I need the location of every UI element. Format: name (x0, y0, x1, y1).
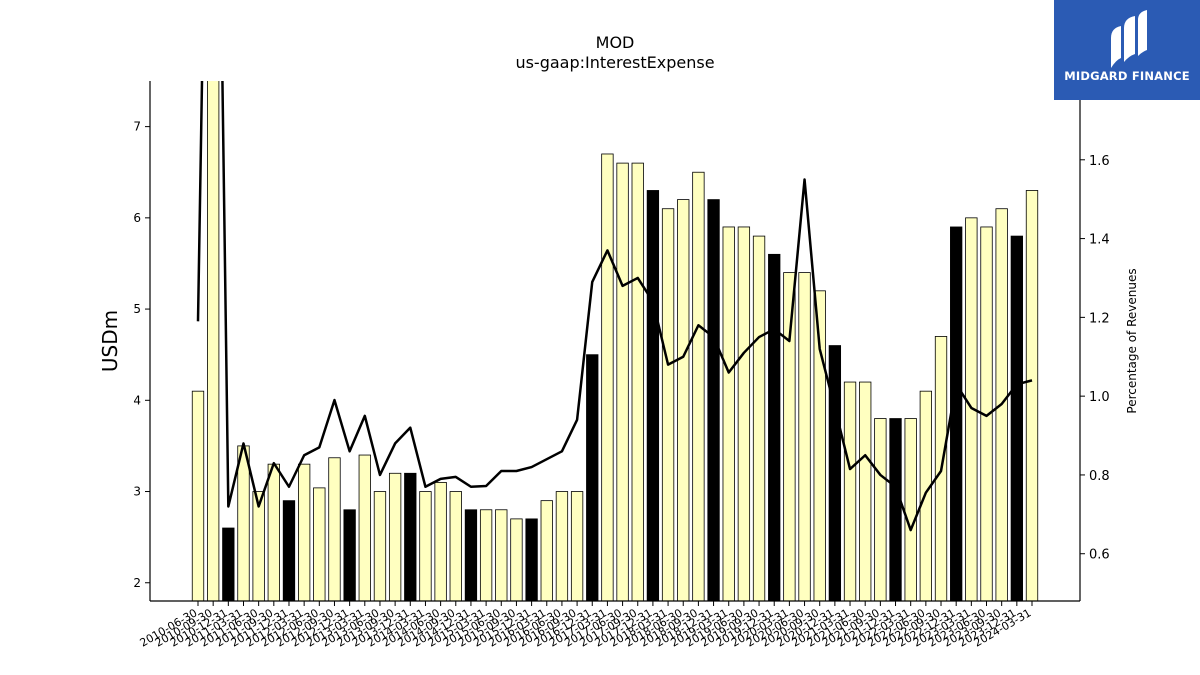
bar-2016-09-30 (570, 491, 584, 601)
y2-tick-label: 1.6 (1089, 154, 1110, 169)
logo-text: MIDGARD FINANCE (1064, 69, 1190, 83)
y2-tick-label: 1.2 (1089, 311, 1110, 326)
bar-2011-09-30 (267, 463, 280, 601)
bar-2020-06-30 (798, 272, 811, 601)
y-tick-label: 3 (133, 485, 141, 499)
bar-2018-03-31 (661, 208, 675, 601)
bar-2020-12-31 (828, 345, 842, 601)
y-tick-label: 2 (133, 576, 141, 590)
y2-tick-label: 0.8 (1089, 469, 1110, 484)
bar-2016-12-31 (586, 354, 599, 601)
bar-2018-06-30 (677, 199, 690, 601)
bar-2012-12-31 (343, 509, 356, 601)
bar-2016-03-31 (540, 500, 553, 601)
bar-2012-06-30 (313, 487, 326, 601)
y2-axis-label: Percentage of Revenues (1125, 268, 1139, 413)
bar-2011-06-30 (252, 491, 265, 601)
bar-2013-03-31 (358, 454, 371, 601)
y-tick-label: 7 (133, 120, 141, 134)
percentage-line (196, 81, 1033, 532)
bar-2017-03-31 (601, 153, 614, 601)
bar-2014-12-31 (464, 509, 478, 601)
bar-2017-12-31 (646, 190, 660, 601)
line-series (196, 81, 1033, 532)
bar-2014-06-30 (434, 481, 447, 601)
y2-tick-label: 1.4 (1089, 233, 1110, 248)
chart-subtitle: us-gaap:InterestExpense (515, 53, 714, 72)
bar-2021-12-31 (889, 418, 902, 601)
bar-2020-09-30 (813, 290, 826, 601)
bar-2013-09-30 (388, 472, 402, 601)
bar-2022-03-31 (904, 418, 917, 601)
bar-2012-09-30 (328, 457, 341, 601)
bar-2010-09-30 (207, 81, 220, 601)
bar-2019-09-30 (752, 235, 766, 601)
bar-2018-09-30 (692, 171, 705, 601)
bar-2019-12-31 (768, 253, 781, 601)
bar-2015-06-30 (495, 509, 508, 601)
bar-2011-03-31 (237, 445, 250, 601)
y-tick-label: 4 (133, 393, 141, 407)
bar-2017-06-30 (616, 162, 629, 601)
bar-2020-03-31 (783, 272, 796, 601)
y2-tick-label: 1.0 (1089, 390, 1110, 405)
bar-2021-06-30 (859, 381, 872, 601)
bar-2010-12-31 (222, 527, 235, 601)
bar-2017-09-30 (631, 162, 644, 601)
bar-2019-03-31 (722, 226, 735, 601)
bar-2011-12-31 (282, 500, 296, 601)
y-axis-label: USDm (98, 310, 122, 372)
bar-2014-09-30 (449, 491, 462, 601)
chart-title: MOD (596, 33, 635, 52)
bar-2018-12-31 (707, 199, 720, 601)
bar-2015-09-30 (510, 518, 523, 601)
bar-2014-03-31 (419, 491, 432, 601)
bar-2021-03-31 (843, 381, 857, 601)
bar-2023-03-31 (965, 217, 978, 601)
y-tick-label: 6 (133, 211, 141, 225)
bar-2022-06-30 (919, 390, 932, 601)
bar-2015-03-31 (479, 509, 493, 601)
bar-2015-12-31 (525, 518, 538, 601)
bar-2023-12-31 (1010, 235, 1023, 601)
y2-tick-label: 0.6 (1089, 548, 1110, 563)
y-tick-label: 5 (133, 302, 141, 316)
bar-2016-06-30 (555, 491, 569, 601)
bar-2013-12-31 (404, 472, 417, 601)
bar-2010-06-30 (191, 390, 205, 601)
bar-series (191, 81, 1039, 601)
bar-2019-06-30 (737, 226, 751, 601)
midgard-finance-logo: MIDGARD FINANCE (1054, 0, 1200, 100)
axes: 2345670.60.81.01.21.41.62010-06-302010-0… (133, 81, 1110, 650)
bar-2021-09-30 (874, 418, 887, 601)
bar-2024-03-31 (1025, 190, 1039, 601)
bar-2013-06-30 (373, 491, 387, 601)
bar-2012-03-31 (297, 463, 311, 601)
midgard-logo-icon (1111, 10, 1147, 68)
